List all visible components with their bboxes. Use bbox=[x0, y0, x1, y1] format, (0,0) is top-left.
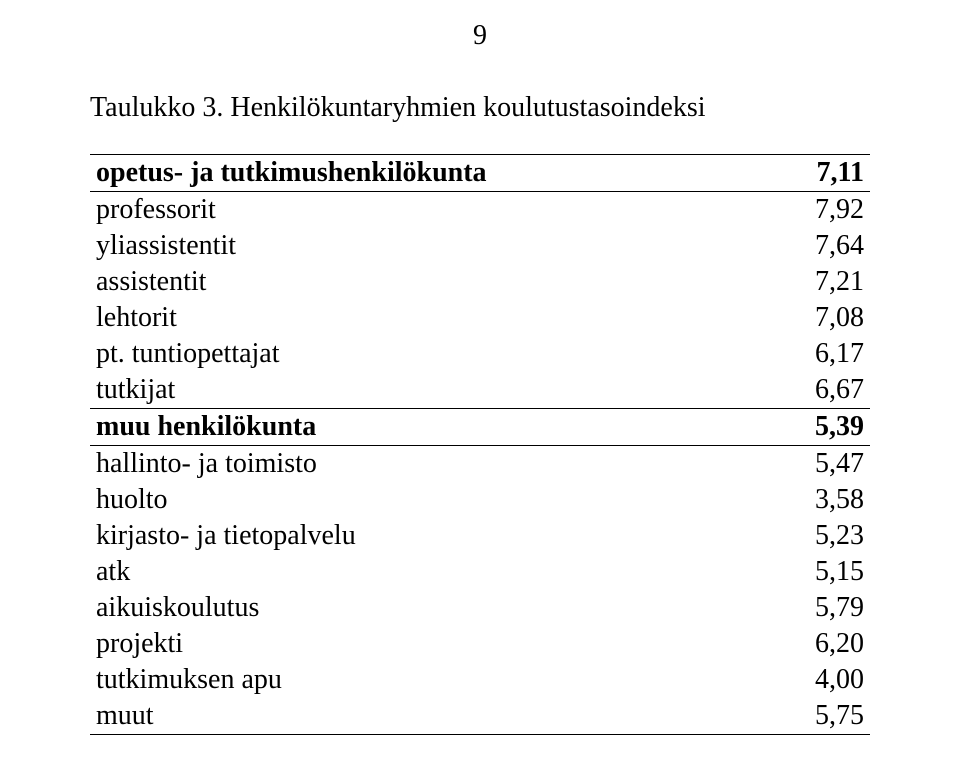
row-label-main: muu henkilökunta bbox=[90, 409, 768, 446]
row-label-sub: tutkijat bbox=[90, 372, 768, 409]
table-row: hallinto- ja toimisto5,47 bbox=[90, 446, 870, 483]
row-value: 5,47 bbox=[768, 446, 870, 483]
table-row: lehtorit7,08 bbox=[90, 300, 870, 336]
table-row: muut5,75 bbox=[90, 698, 870, 735]
row-label-main: opetus- ja tutkimushenkilökunta bbox=[90, 155, 768, 192]
row-value: 5,23 bbox=[768, 518, 870, 554]
table-title: Taulukko 3. Henkilökuntaryhmien koulutus… bbox=[90, 92, 870, 124]
row-value: 5,15 bbox=[768, 554, 870, 590]
row-value: 6,67 bbox=[768, 372, 870, 409]
table-row: huolto3,58 bbox=[90, 482, 870, 518]
row-value: 3,58 bbox=[768, 482, 870, 518]
row-value: 5,79 bbox=[768, 590, 870, 626]
table-body: opetus- ja tutkimushenkilökunta7,11profe… bbox=[90, 155, 870, 735]
row-label-sub: atk bbox=[90, 554, 768, 590]
row-label-sub: muut bbox=[90, 698, 768, 735]
row-label-sub: pt. tuntiopettajat bbox=[90, 336, 768, 372]
table-row: kirjasto- ja tietopalvelu5,23 bbox=[90, 518, 870, 554]
row-value: 6,20 bbox=[768, 626, 870, 662]
table-row: tutkijat6,67 bbox=[90, 372, 870, 409]
row-label-sub: aikuiskoulutus bbox=[90, 590, 768, 626]
row-label-sub: projekti bbox=[90, 626, 768, 662]
row-value: 5,75 bbox=[768, 698, 870, 735]
row-value: 7,21 bbox=[768, 264, 870, 300]
table-row: professorit7,92 bbox=[90, 192, 870, 229]
row-label-sub: lehtorit bbox=[90, 300, 768, 336]
table-row: aikuiskoulutus5,79 bbox=[90, 590, 870, 626]
row-value: 7,92 bbox=[768, 192, 870, 229]
page: 9 Taulukko 3. Henkilökuntaryhmien koulut… bbox=[0, 0, 960, 758]
row-value: 4,00 bbox=[768, 662, 870, 698]
row-value: 6,17 bbox=[768, 336, 870, 372]
table-row: yliassistentit7,64 bbox=[90, 228, 870, 264]
table-row: opetus- ja tutkimushenkilökunta7,11 bbox=[90, 155, 870, 192]
row-value: 7,64 bbox=[768, 228, 870, 264]
row-value: 7,11 bbox=[768, 155, 870, 192]
table-row: assistentit7,21 bbox=[90, 264, 870, 300]
row-label-sub: professorit bbox=[90, 192, 768, 229]
row-label-sub: huolto bbox=[90, 482, 768, 518]
row-label-sub: kirjasto- ja tietopalvelu bbox=[90, 518, 768, 554]
row-value: 5,39 bbox=[768, 409, 870, 446]
data-table: opetus- ja tutkimushenkilökunta7,11profe… bbox=[90, 154, 870, 735]
page-number: 9 bbox=[90, 20, 870, 52]
table-row: muu henkilökunta5,39 bbox=[90, 409, 870, 446]
row-label-sub: assistentit bbox=[90, 264, 768, 300]
table-row: atk5,15 bbox=[90, 554, 870, 590]
row-value: 7,08 bbox=[768, 300, 870, 336]
row-label-sub: yliassistentit bbox=[90, 228, 768, 264]
table-row: tutkimuksen apu4,00 bbox=[90, 662, 870, 698]
row-label-sub: tutkimuksen apu bbox=[90, 662, 768, 698]
table-row: pt. tuntiopettajat6,17 bbox=[90, 336, 870, 372]
row-label-sub: hallinto- ja toimisto bbox=[90, 446, 768, 483]
table-row: projekti6,20 bbox=[90, 626, 870, 662]
